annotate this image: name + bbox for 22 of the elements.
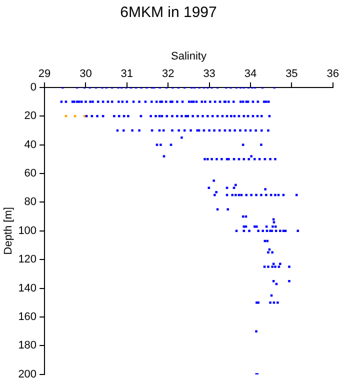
x-tick-label: 29	[38, 68, 51, 80]
x-tick-label: 34	[244, 68, 257, 80]
x-axis-title: Salinity	[170, 50, 207, 63]
y-tick-label: 100	[18, 224, 37, 237]
y-tick-label: 140	[18, 282, 37, 294]
chart-title: 6MKM in 1997	[120, 4, 217, 22]
x-tick-label: 30	[80, 68, 92, 80]
y-tick-label: 20	[24, 110, 37, 122]
y-tick-label: 120	[18, 254, 37, 266]
y-tick-label: 40	[24, 138, 37, 151]
x-tick-label: 31	[120, 68, 134, 80]
x-tick-label: 35	[286, 68, 298, 80]
x-tick-label: 33	[203, 68, 216, 80]
y-tick-label: 180	[18, 340, 37, 352]
y-tick-label: 60	[24, 168, 37, 180]
y-tick-label: 0	[30, 81, 37, 94]
y-axis-title: Depth [m]	[2, 207, 15, 255]
x-tick-label: 36	[326, 68, 340, 80]
y-tick-label: 200	[18, 368, 37, 380]
y-tick-label: 80	[24, 196, 37, 208]
y-tick-label: 160	[18, 311, 37, 324]
x-tick-label: 32	[162, 68, 174, 80]
